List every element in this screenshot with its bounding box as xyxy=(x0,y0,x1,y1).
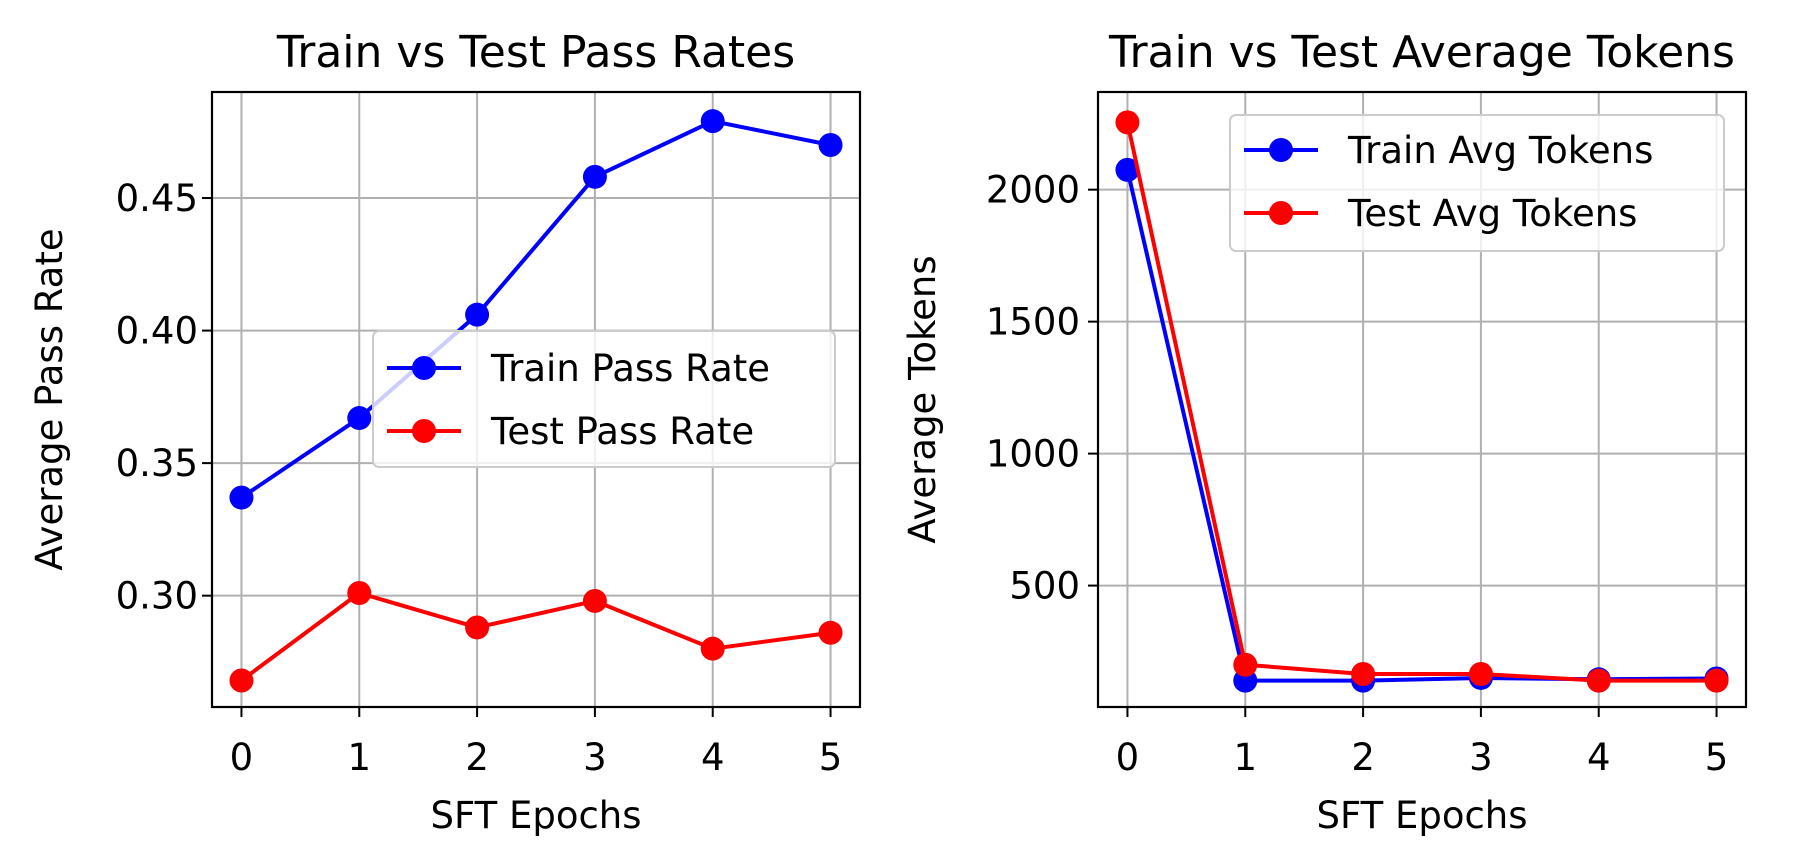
chart-1: 0 1 2 3 4 5 0.30 0.35 0.40 0.45 Train vs Test Pass… xyxy=(28,27,862,837)
chart-title: Train vs Test Average Tokens xyxy=(1108,27,1735,78)
legend-label: Train Avg Tokens xyxy=(1347,129,1653,172)
data-point xyxy=(1704,668,1729,693)
data-point xyxy=(465,302,490,327)
y-tick-label: 1000 xyxy=(986,433,1080,476)
plot-frame xyxy=(210,90,862,709)
plot-frame xyxy=(1096,90,1748,709)
data-point xyxy=(1233,652,1258,677)
legend-marker xyxy=(412,419,436,443)
y-axis-label: Average Pass Rate xyxy=(28,228,71,570)
x-tick-label: 3 xyxy=(583,736,607,779)
y-tick-label: 0.45 xyxy=(116,177,198,220)
x-tick-label: 2 xyxy=(1351,736,1375,779)
series-line xyxy=(240,119,831,500)
data-point xyxy=(700,636,725,661)
legend-item: Train Pass Rate xyxy=(387,347,770,390)
data-point xyxy=(818,620,843,645)
series-test xyxy=(1115,110,1729,693)
data-point xyxy=(818,133,843,158)
legend-marker xyxy=(1269,138,1293,162)
legend-box xyxy=(1229,114,1725,252)
y-tick-label: 500 xyxy=(1009,565,1080,608)
legend-marker xyxy=(1269,201,1293,225)
legend-label: Train Pass Rate xyxy=(490,347,770,390)
series-line xyxy=(240,591,831,683)
x-tick-label: 0 xyxy=(1116,736,1140,779)
legend-item: Test Avg Tokens xyxy=(1244,192,1637,235)
x-tick-label: 5 xyxy=(819,736,843,779)
legend: Train Avg Tokens Test Avg Tokens xyxy=(1229,114,1725,252)
x-tick-label: 4 xyxy=(1587,736,1611,779)
x-tick-label: 1 xyxy=(1233,736,1257,779)
x-tick-label: 2 xyxy=(465,736,489,779)
legend-label: Test Avg Tokens xyxy=(1347,192,1637,235)
series-test xyxy=(229,581,843,693)
x-tick-label: 5 xyxy=(1705,736,1729,779)
legend-item: Train Avg Tokens xyxy=(1244,129,1653,172)
y-tick-label: 0.30 xyxy=(116,575,198,618)
series-train xyxy=(229,109,843,510)
data-point xyxy=(229,668,254,693)
series-line xyxy=(1125,121,1717,683)
data-point xyxy=(582,164,607,189)
data-point xyxy=(700,109,725,134)
legend-label: Test Pass Rate xyxy=(490,410,754,453)
y-tick-label: 0.40 xyxy=(116,310,198,353)
x-tick-label: 4 xyxy=(701,736,725,779)
x-tick-label: 3 xyxy=(1469,736,1493,779)
legend: Train Pass Rate Test Pass Rate xyxy=(372,330,836,468)
x-tick-label: 1 xyxy=(347,736,371,779)
data-point xyxy=(1115,157,1140,182)
chart-title: Train vs Test Pass Rates xyxy=(276,27,795,78)
legend-box xyxy=(372,330,836,468)
data-point xyxy=(1115,110,1140,135)
y-tick-label: 0.35 xyxy=(116,442,198,485)
data-point xyxy=(1586,668,1611,693)
x-tick-label: 0 xyxy=(230,736,254,779)
data-point xyxy=(347,406,372,431)
y-axis-label: Average Tokens xyxy=(901,255,944,543)
legend-marker xyxy=(412,356,436,380)
y-tick-label: 2000 xyxy=(986,169,1080,212)
data-point xyxy=(347,581,372,606)
data-point xyxy=(582,588,607,613)
x-axis-label: SFT Epochs xyxy=(1316,794,1527,837)
y-tick-label: 1500 xyxy=(986,301,1080,344)
legend-item: Test Pass Rate xyxy=(387,410,754,453)
data-point xyxy=(229,485,254,510)
x-axis-label: SFT Epochs xyxy=(430,794,641,837)
data-point xyxy=(1468,662,1493,687)
data-point xyxy=(1351,662,1376,687)
chart-2: 0 1 2 3 4 5 500 1000 1500 2000 Train vs Test Avera… xyxy=(901,27,1748,837)
data-point xyxy=(465,615,490,640)
